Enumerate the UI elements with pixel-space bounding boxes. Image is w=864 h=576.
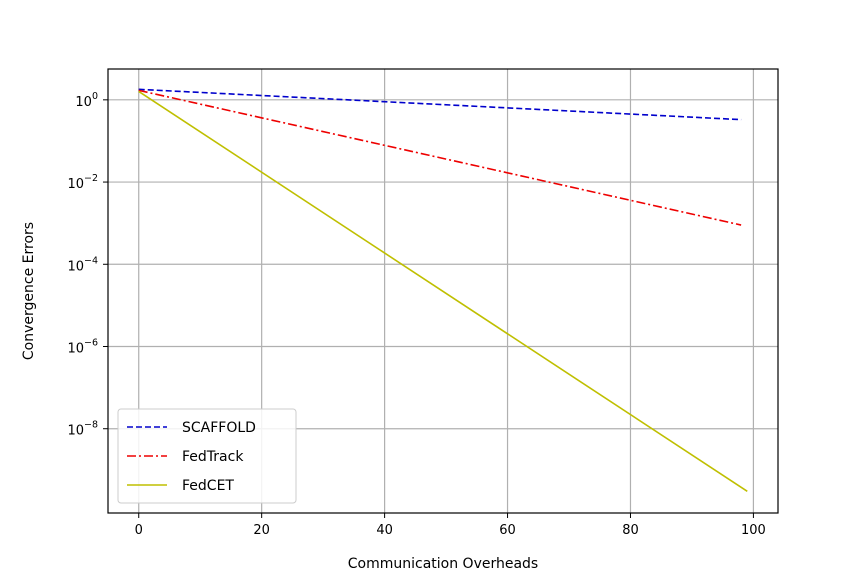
legend-box (117, 408, 297, 504)
series-line-fedtrack (138, 89, 742, 226)
x-axis-label: Communication Overheads (348, 556, 538, 572)
x-tick-label: 80 (622, 523, 639, 538)
grid (108, 69, 778, 513)
legend-label: SCAFFOLD (182, 420, 256, 436)
plot-frame (107, 68, 779, 514)
x-tick-label: 0 (135, 523, 143, 538)
ticks: 0 20 40 60 80 100 100 10−2 10−4 10−6 10−8 (67, 91, 765, 538)
y-tick-label: 10−6 (67, 338, 98, 357)
y-tick-label: 10−2 (67, 173, 98, 192)
y-tick-label: 100 (75, 91, 98, 110)
y-tick-label: 10−8 (67, 420, 98, 439)
series-line-fedcet (138, 90, 748, 492)
series-group (138, 88, 748, 492)
x-tick-label: 40 (376, 523, 393, 538)
x-tick-label: 20 (253, 523, 270, 538)
legend-label: FedCET (182, 478, 234, 494)
legend: SCAFFOLD FedTrack FedCET (117, 408, 297, 504)
y-axis-label: Convergence Errors (21, 222, 37, 360)
x-tick-label: 100 (741, 523, 766, 538)
x-tick-label: 60 (499, 523, 516, 538)
series-line-scaffold (138, 88, 742, 121)
legend-label: FedTrack (182, 449, 244, 465)
y-tick-label: 10−4 (67, 255, 98, 274)
